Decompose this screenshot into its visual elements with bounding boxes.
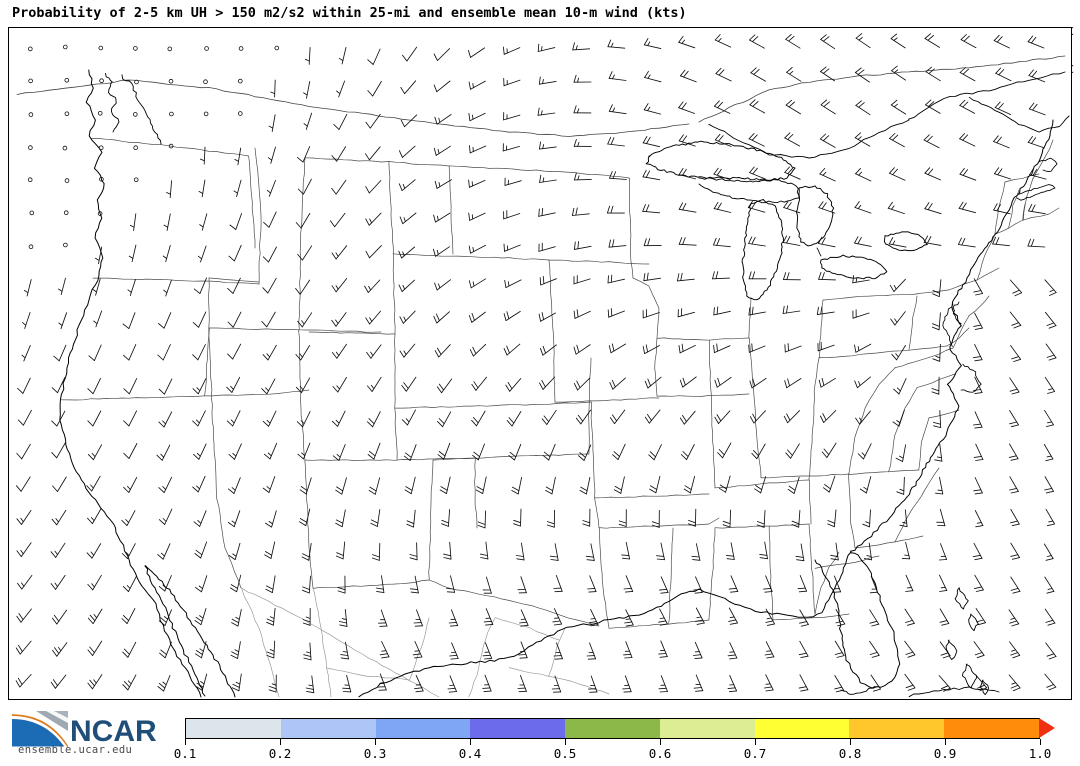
colorbar-tick xyxy=(945,739,946,745)
header: Probability of 2-5 km UH > 150 m2/s2 wit… xyxy=(0,0,1080,75)
colorbar-tick-label: 0.4 xyxy=(458,746,482,761)
colorbar-band-1 xyxy=(280,719,376,738)
colorbar-band-0 xyxy=(186,719,281,738)
colorbar-tick-label: 0.3 xyxy=(363,746,387,761)
ncar-wordmark: NCAR xyxy=(70,715,157,748)
map-panel[interactable] xyxy=(8,27,1072,700)
colorbar-extend-arrow xyxy=(1039,718,1055,738)
colorbar-tick xyxy=(280,739,281,745)
colorbar-band-8 xyxy=(944,719,1040,738)
colorbar-band-6 xyxy=(754,719,850,738)
page-title: Probability of 2-5 km UH > 150 m2/s2 wit… xyxy=(12,5,687,21)
colorbar-tick xyxy=(565,739,566,745)
colorbar-tick xyxy=(850,739,851,745)
colorbar-tick xyxy=(375,739,376,745)
colorbar-tick-label: 0.7 xyxy=(743,746,767,761)
colorbar-tick xyxy=(1040,739,1041,745)
colorbar-tick xyxy=(185,739,186,745)
colorbar-tick-label: 0.6 xyxy=(648,746,672,761)
colorbar-band-7 xyxy=(849,719,945,738)
colorbar[interactable]: 0.1 0.2 0.3 0.4 0.5 0.6 0.7 0.8 0.9 1.0 xyxy=(174,718,1055,762)
colorbar-band-5 xyxy=(659,719,755,738)
colorbar-tick xyxy=(470,739,471,745)
colorbar-tick-label: 0.8 xyxy=(838,746,862,761)
colorbar-bands xyxy=(185,718,1040,739)
colorbar-tick-label: 0.1 xyxy=(173,746,197,761)
colorbar-tick-label: 0.9 xyxy=(933,746,957,761)
ncar-logo[interactable]: NCAR xyxy=(6,705,176,761)
colorbar-tick xyxy=(660,739,661,745)
map-graphic xyxy=(15,33,1070,698)
colorbar-band-4 xyxy=(565,719,660,738)
colorbar-tick-label: 0.2 xyxy=(268,746,292,761)
colorbar-band-3 xyxy=(470,719,566,738)
colorbar-tick-label: 1.0 xyxy=(1028,746,1052,761)
colorbar-tick-label: 0.5 xyxy=(553,746,577,761)
footer: NCAR ensemble.ucar.edu 0.1 0.2 0.3 0.4 0.5 0.… xyxy=(0,700,1080,766)
site-url-label: ensemble.ucar.edu xyxy=(18,744,133,756)
colorbar-tick xyxy=(755,739,756,745)
colorbar-band-2 xyxy=(375,719,471,738)
